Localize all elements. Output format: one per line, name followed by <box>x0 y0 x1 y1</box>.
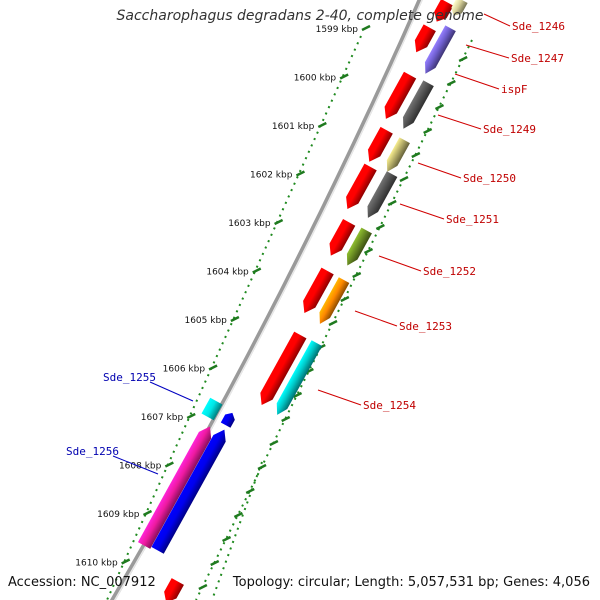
scale-label: 1600 kbp <box>294 74 337 84</box>
scale-label: 1599 kbp <box>316 25 359 35</box>
forward-tick <box>210 559 220 567</box>
forward-tick <box>375 223 385 231</box>
gene-block <box>346 227 372 266</box>
gene-block <box>220 412 235 428</box>
forward-tick <box>340 295 350 303</box>
scale-label: 1609 kbp <box>97 510 140 520</box>
gene-block <box>276 340 323 415</box>
gene-leader-line <box>483 13 511 27</box>
forward-tick <box>423 127 433 135</box>
gene-block <box>319 277 350 324</box>
topology-label: Topology: circular; Length: 5,057,531 bp… <box>232 575 590 590</box>
scale-label: 1601 kbp <box>272 122 315 132</box>
scale-tick <box>339 73 349 80</box>
scale-tick <box>230 315 240 323</box>
forward-tick <box>352 271 362 279</box>
scale-label: 1602 kbp <box>250 171 293 181</box>
forward-tick <box>411 151 421 159</box>
gene-block <box>151 429 226 554</box>
forward-tick <box>221 535 232 543</box>
gene-label: Sde_1249 <box>483 123 536 136</box>
gene-label: Sde_1247 <box>511 52 564 65</box>
gene-label: Sde_1251 <box>446 213 499 226</box>
forward-tick <box>198 583 208 591</box>
scale-label: 1610 kbp <box>75 559 118 569</box>
cds-block <box>368 126 393 162</box>
gene-leader-line <box>417 162 462 179</box>
forward-tick <box>328 319 338 327</box>
forward-tick <box>233 511 243 519</box>
cds-block <box>434 0 454 22</box>
forward-tick <box>269 439 279 447</box>
scale-tick <box>274 218 284 226</box>
gene-block <box>386 137 410 172</box>
forward-tick <box>245 487 255 495</box>
cds-block <box>303 267 334 313</box>
scale-label: 1607 kbp <box>141 413 184 423</box>
gene-leader-line <box>378 255 422 272</box>
gene-block <box>425 25 456 74</box>
forward-tick <box>257 463 267 471</box>
gene-leader-line <box>465 44 510 59</box>
scale-tick <box>164 461 174 468</box>
forward-tick <box>434 103 445 111</box>
gene-block <box>403 80 434 129</box>
gene-label: ispF <box>501 83 528 96</box>
gene-block <box>451 0 468 16</box>
cds-block <box>329 218 356 256</box>
scale-label: 1606 kbp <box>163 365 206 375</box>
scale-tick <box>121 558 131 565</box>
cds-block <box>260 331 307 405</box>
accession-label: Accession: NC_007912 <box>8 575 156 590</box>
gene-label: Sde_1254 <box>363 399 416 412</box>
scale-track <box>106 35 362 600</box>
scale-label: 1603 kbp <box>228 219 271 229</box>
forward-tick <box>387 199 397 207</box>
forward-tick <box>399 175 409 183</box>
scale-tick <box>252 267 262 274</box>
gene-leader-line <box>112 455 159 475</box>
scale-label: 1604 kbp <box>206 268 249 278</box>
gene-label: Sde_1255 <box>103 371 156 384</box>
forward-tick <box>458 55 468 63</box>
map-title: Saccharophagus degradans 2-40, complete … <box>116 8 484 24</box>
scale-tick <box>186 412 196 420</box>
gene-block <box>201 397 223 421</box>
gene-leader-line <box>149 381 194 402</box>
gene-label: Sde_1250 <box>463 172 516 185</box>
gene-label: Sde_1252 <box>423 265 476 278</box>
scale-tick <box>317 121 327 129</box>
gene-block <box>367 171 398 218</box>
gene-block <box>137 426 212 549</box>
forward-tick <box>446 79 456 87</box>
scale-tick <box>142 509 153 517</box>
cds-block <box>384 71 417 119</box>
cds-block <box>414 24 436 53</box>
gene-leader-line <box>399 203 445 220</box>
gene-leader-line <box>317 389 362 406</box>
scale-tick <box>361 24 371 32</box>
forward-tick <box>363 247 374 255</box>
gene-label: Sde_1246 <box>512 20 565 33</box>
scale-tick <box>208 364 218 371</box>
cds-block <box>346 163 377 209</box>
gene-label: Sde_1256 <box>66 445 119 458</box>
gene-label: Sde_1253 <box>399 320 452 333</box>
cds-block <box>164 578 184 600</box>
gene-leader-line <box>437 114 482 130</box>
scale-label: 1605 kbp <box>184 316 227 326</box>
gene-leader-line <box>454 73 500 90</box>
forward-tick <box>292 391 303 399</box>
gene-leader-line <box>354 310 398 327</box>
forward-tick <box>281 415 291 423</box>
scale-tick <box>295 170 306 177</box>
